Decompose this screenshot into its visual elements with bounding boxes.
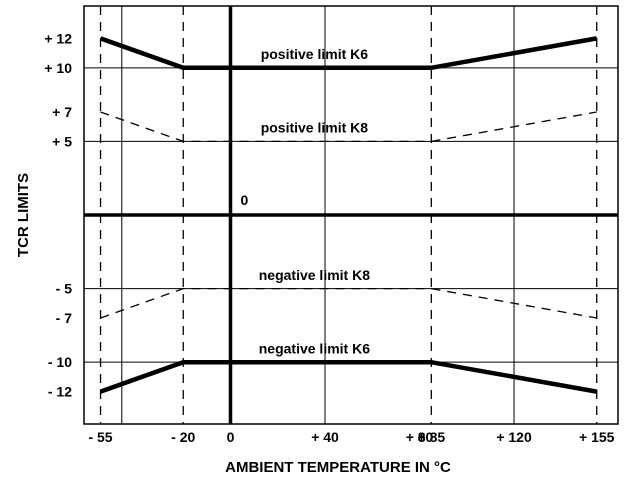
x-tick-label-155: + 155	[579, 429, 615, 445]
y-tick-label-10: - 10	[48, 354, 72, 370]
y-tick-label-12: + 12	[44, 30, 72, 46]
x-axis-title: AMBIENT TEMPERATURE IN °C	[225, 459, 451, 476]
plot-frame	[83, 5, 619, 425]
x-tick-labels: - 55 - 20 0 + 40 + 80+ 85 + 120 + 155	[88, 429, 614, 445]
y-tick-labels: + 12 + 10 + 7 + 5 - 5 - 7 - 10 - 12	[44, 30, 72, 399]
x-tick-label-80: + 80	[406, 429, 434, 445]
y-tick-label-10: + 10	[44, 60, 72, 76]
x-tick-label-40: + 40	[311, 429, 339, 445]
series-line-negative-limit-k6	[99, 359, 598, 394]
y-tick-label-12: - 12	[48, 384, 72, 400]
series-lines	[99, 36, 598, 394]
annotation-negative-limit-k8: negative limit K8	[259, 267, 370, 283]
series-line-positive-limit-k8	[100, 111, 597, 143]
x-tick-label-55: - 55	[88, 429, 112, 445]
annotation-positive-limit-k8: positive limit K8	[261, 120, 369, 136]
y-tick-label-5: - 5	[56, 281, 73, 297]
series-line-positive-limit-k6	[99, 36, 598, 71]
zero-axes	[84, 6, 618, 424]
annotations: positive limit K6 positive limit K8 negati…	[259, 46, 370, 356]
y-tick-label-5: + 5	[52, 133, 72, 149]
x-tick-label-120: + 120	[496, 429, 532, 445]
x-tick-label-85: + 85	[418, 429, 446, 445]
y-tick-label-7: + 7	[52, 104, 72, 120]
series-line-negative-limit-k8	[100, 287, 597, 319]
annotation-positive-limit-k6: positive limit K6	[261, 46, 369, 62]
x-tick-label-20: - 20	[171, 429, 195, 445]
annotation-negative-limit-k6: negative limit K6	[259, 340, 370, 356]
x-tick-label-0: 0	[227, 429, 235, 445]
y-axis-title: TCR LIMITS	[15, 173, 32, 257]
y-tick-label-7: - 7	[56, 310, 73, 326]
zero-label: 0	[240, 192, 248, 208]
